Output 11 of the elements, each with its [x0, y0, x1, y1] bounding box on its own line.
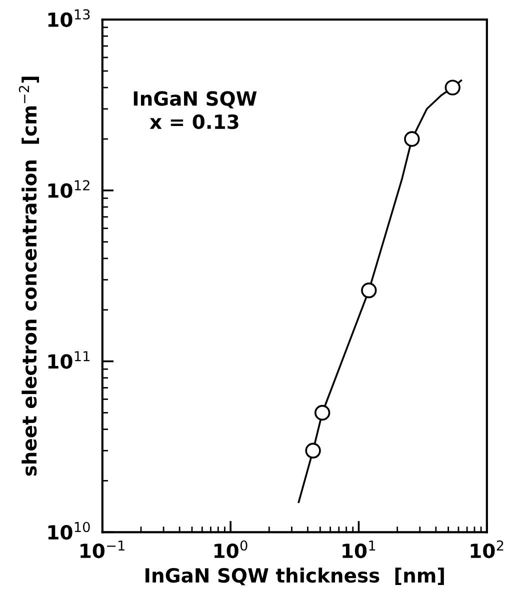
x-tick-label: 10$^{2}$: [470, 540, 504, 558]
y-tick-label: 10$^{12}$: [48, 180, 90, 198]
y-axis-title: sheet electron concentration [cm$^{−2}$]: [18, 76, 39, 476]
annotation: InGaN SQW x = 0.13: [134, 91, 257, 130]
x-tick-label: 10$^{−1}$: [80, 540, 124, 558]
x-tick-label: 10$^{0}$: [214, 540, 248, 558]
y-tick-label: 10$^{11}$: [48, 351, 90, 369]
y-tick-label: 10$^{10}$: [48, 522, 90, 540]
y-tick-label: 10$^{13}$: [48, 9, 90, 28]
x-axis-title: InGaN SQW thickness [nm]: [146, 568, 444, 586]
x-tick-label: 10$^{1}$: [342, 540, 376, 558]
